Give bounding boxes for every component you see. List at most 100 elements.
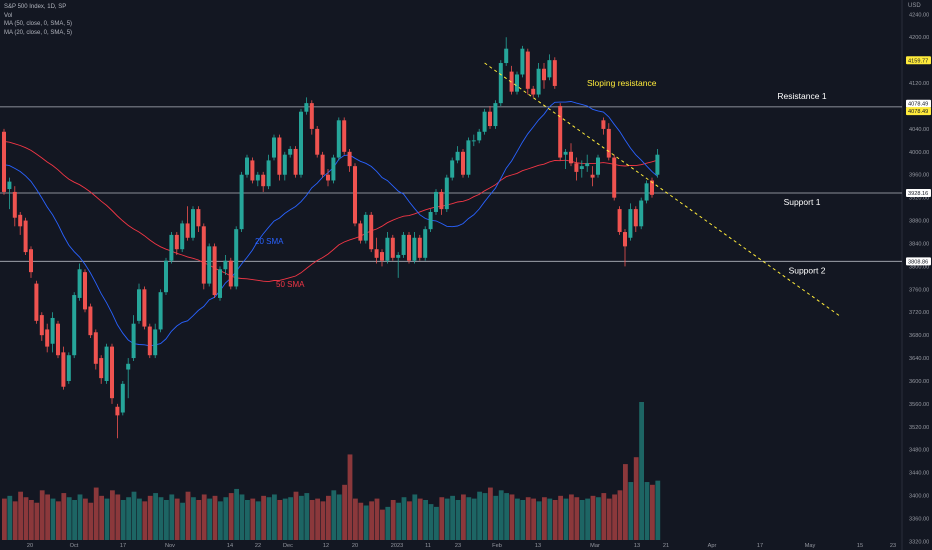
price-tag: [906, 257, 931, 266]
candle: [158, 289, 163, 333]
volume-bar: [363, 505, 369, 540]
candle: [407, 232, 411, 264]
volume-bar: [390, 499, 396, 540]
candle: [255, 171, 260, 187]
x-tick-label: 22: [255, 543, 261, 549]
candle-body: [164, 260, 168, 293]
candle: [531, 85, 536, 98]
candle-body: [407, 234, 411, 261]
candle: [623, 229, 627, 267]
candle: [650, 177, 654, 198]
candle-body: [444, 177, 449, 210]
volume-bar: [434, 506, 439, 540]
volume-bar: [623, 464, 628, 540]
legend-ma50[interactable]: MA (50, close, 0, SMA, 5): [4, 21, 73, 27]
candle: [185, 206, 190, 241]
volume-bar: [644, 482, 650, 540]
candle: [104, 343, 109, 384]
candle-body: [547, 60, 552, 78]
volume-bar: [590, 495, 596, 540]
candle-body: [369, 214, 374, 250]
volume-bar: [369, 501, 374, 540]
price-tag-label: 4078.49: [908, 102, 928, 108]
candle: [536, 63, 541, 98]
candle-body: [461, 151, 465, 175]
candle: [363, 211, 368, 244]
candle-body: [180, 223, 185, 250]
candle: [7, 177, 12, 210]
candle-body: [450, 160, 455, 178]
y-tick-label: 3600.00: [909, 379, 929, 385]
candle: [644, 180, 649, 204]
volume-bar: [239, 494, 245, 540]
candle-body: [606, 128, 611, 158]
candle-body: [385, 237, 390, 261]
candle-body: [115, 406, 120, 416]
y-tick-label: 3800.00: [909, 264, 929, 270]
volume-bar: [153, 493, 158, 540]
candle-body: [255, 174, 260, 181]
x-tick-label: Dec: [283, 543, 293, 549]
candle: [137, 283, 141, 324]
candle-body: [196, 209, 201, 227]
candle-body: [423, 229, 428, 258]
volume-bar: [461, 494, 466, 540]
volume-bar: [147, 495, 153, 540]
candle: [417, 234, 422, 261]
volume-bar: [34, 502, 40, 540]
x-tick-label: Oct: [70, 543, 79, 549]
candle: [455, 146, 460, 164]
candle-body: [277, 137, 282, 175]
candle: [218, 266, 222, 301]
candle: [23, 217, 28, 255]
candle: [444, 174, 449, 212]
candle-body: [617, 209, 622, 233]
volume-bar: [18, 491, 23, 540]
candle: [520, 45, 525, 78]
candle: [547, 54, 552, 81]
price-tag-label: 3808.86: [908, 259, 928, 265]
candle: [2, 128, 6, 195]
candle: [180, 220, 185, 253]
volume-bar: [309, 499, 315, 540]
candle-body: [45, 329, 50, 347]
candle: [56, 320, 60, 359]
candle: [120, 380, 125, 416]
volume-bar: [531, 498, 536, 540]
candle-body: [126, 363, 131, 370]
candle-body: [120, 383, 125, 413]
candle: [515, 71, 519, 95]
candle-body: [158, 292, 163, 330]
volume-bar: [471, 498, 477, 540]
volume-bar: [93, 487, 99, 540]
candle: [272, 134, 276, 161]
currency-label: USD: [908, 3, 921, 9]
candle-body: [347, 151, 352, 167]
candle-body: [218, 269, 222, 298]
candle: [509, 65, 514, 95]
candle: [212, 243, 217, 298]
volume-bar: [569, 494, 574, 540]
volume-bar: [628, 482, 634, 540]
candle: [61, 346, 66, 390]
volume-bar: [72, 499, 77, 540]
volume-bar: [396, 502, 401, 540]
symbol-title[interactable]: S&P 500 Index, 1D, SP: [4, 4, 67, 10]
legend-volume[interactable]: Vol: [4, 12, 13, 19]
candle-body: [342, 120, 347, 152]
volume-bar: [601, 493, 607, 540]
price-tag: [906, 56, 931, 65]
volume-bar: [450, 495, 455, 540]
candle-body: [66, 355, 71, 381]
candle-body: [455, 151, 460, 161]
candle-body: [358, 223, 363, 241]
legend-ma20[interactable]: MA (20, close, 0, SMA, 5): [4, 29, 73, 36]
candle-body: [520, 48, 525, 75]
volume-bar: [282, 498, 288, 540]
candle: [380, 249, 384, 267]
candle: [331, 154, 336, 184]
volume-bar: [574, 497, 580, 540]
x-tick-label: Mar: [590, 543, 600, 549]
candle: [315, 126, 320, 158]
